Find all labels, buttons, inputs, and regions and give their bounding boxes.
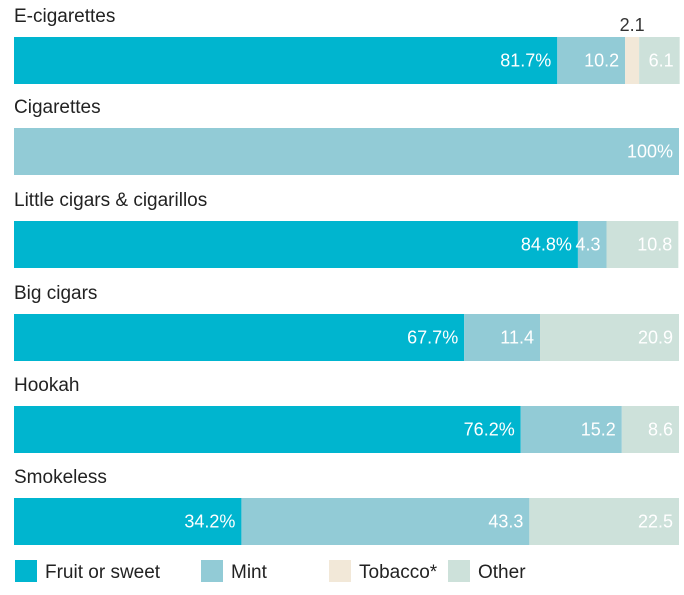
data-label-hookah-fruit-or-sweet: 76.2% bbox=[464, 420, 515, 440]
data-label-hookah-other: 8.6 bbox=[648, 420, 673, 440]
data-label-e-cigarettes-other: 6.1 bbox=[649, 51, 674, 71]
data-label-smokeless-mint: 43.3 bbox=[488, 512, 523, 532]
bar-segment-little-cigars-cigarillos-mint bbox=[577, 221, 607, 268]
category-label-e-cigarettes: E-cigarettes bbox=[14, 6, 115, 27]
legend-label-fruit-or-sweet: Fruit or sweet bbox=[45, 562, 161, 583]
data-label-smokeless-fruit-or-sweet: 34.2% bbox=[184, 512, 235, 532]
data-label-little-cigars-cigarillos-mint: 4.3 bbox=[575, 235, 600, 255]
bar-segment-little-cigars-cigarillos-other bbox=[606, 221, 679, 268]
category-label-cigarettes: Cigarettes bbox=[14, 97, 101, 118]
data-label-little-cigars-cigarillos-other: 10.8 bbox=[637, 235, 672, 255]
legend-label-other: Other bbox=[478, 562, 526, 583]
legend-swatch-tobacco bbox=[329, 560, 351, 582]
bar-segment-cigarettes-mint bbox=[14, 128, 679, 175]
data-label-e-cigarettes-tobacco: 2.1 bbox=[620, 15, 645, 35]
data-label-e-cigarettes-mint: 10.2 bbox=[584, 51, 619, 71]
bar-segment-smokeless-other bbox=[529, 498, 679, 545]
legend-swatch-fruit-or-sweet bbox=[15, 560, 37, 582]
data-label-little-cigars-cigarillos-fruit-or-sweet: 84.8% bbox=[521, 235, 572, 255]
data-label-cigarettes-mint: 100% bbox=[627, 142, 673, 162]
category-label-little-cigars-cigarillos: Little cigars & cigarillos bbox=[14, 190, 207, 211]
data-label-big-cigars-mint: 11.4 bbox=[500, 328, 534, 348]
bar-segment-e-cigarettes-fruit-or-sweet bbox=[14, 37, 558, 84]
data-label-big-cigars-other: 20.9 bbox=[638, 328, 673, 348]
bar-segment-big-cigars-other bbox=[540, 314, 679, 361]
bar-segment-big-cigars-fruit-or-sweet bbox=[14, 314, 465, 361]
category-label-hookah: Hookah bbox=[14, 375, 80, 396]
data-label-smokeless-other: 22.5 bbox=[638, 512, 673, 532]
bar-segment-hookah-mint bbox=[520, 406, 622, 453]
bar-segment-smokeless-mint bbox=[241, 498, 530, 545]
bar-segment-e-cigarettes-other bbox=[639, 37, 680, 84]
legend-swatch-other bbox=[448, 560, 470, 582]
bar-segment-hookah-fruit-or-sweet bbox=[14, 406, 521, 453]
data-label-e-cigarettes-fruit-or-sweet: 81.7% bbox=[500, 51, 551, 71]
bar-segment-e-cigarettes-tobacco bbox=[625, 37, 640, 84]
category-label-big-cigars: Big cigars bbox=[14, 283, 97, 304]
bar-segment-big-cigars-mint bbox=[464, 314, 541, 361]
legend-label-mint: Mint bbox=[231, 562, 268, 583]
bar-segment-hookah-other bbox=[621, 406, 679, 453]
bar-segment-little-cigars-cigarillos-fruit-or-sweet bbox=[14, 221, 578, 268]
legend-swatch-mint bbox=[201, 560, 223, 582]
legend-label-tobacco: Tobacco* bbox=[359, 562, 438, 583]
data-label-hookah-mint: 15.2 bbox=[581, 420, 616, 440]
data-label-big-cigars-fruit-or-sweet: 67.7% bbox=[407, 328, 458, 348]
category-label-smokeless: Smokeless bbox=[14, 467, 107, 488]
bar-segment-smokeless-fruit-or-sweet bbox=[14, 498, 242, 545]
bar-segment-e-cigarettes-mint bbox=[557, 37, 626, 84]
